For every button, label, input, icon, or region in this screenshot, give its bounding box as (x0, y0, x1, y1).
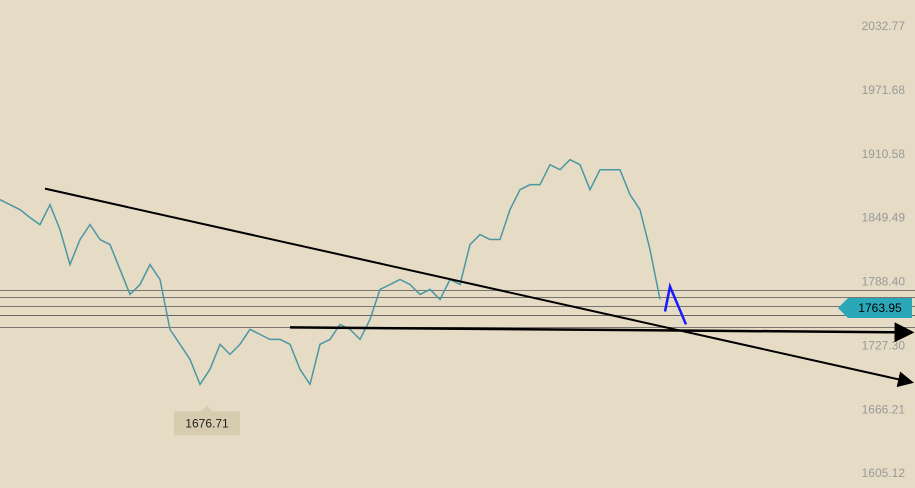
price-line (0, 158, 661, 387)
y-tick-label: 1605.12 (862, 466, 906, 480)
y-tick-label: 1910.58 (862, 147, 906, 161)
y-tick-label: 1788.40 (862, 275, 906, 289)
last-price-tag (838, 297, 912, 318)
y-tick-label: 2032.77 (862, 19, 906, 33)
y-tick-label: 1849.49 (862, 211, 906, 225)
arrow-path (663, 282, 688, 325)
y-tick-label: 1727.30 (862, 338, 906, 352)
low-tag (174, 405, 240, 436)
trend-line (44, 187, 914, 388)
y-tick-label: 1971.68 (862, 83, 906, 97)
last-price-label: 1763.95 (858, 301, 902, 315)
low-label: 1676.71 (185, 416, 229, 430)
trend-line (289, 322, 915, 343)
y-tick-label: 1666.21 (862, 402, 906, 416)
